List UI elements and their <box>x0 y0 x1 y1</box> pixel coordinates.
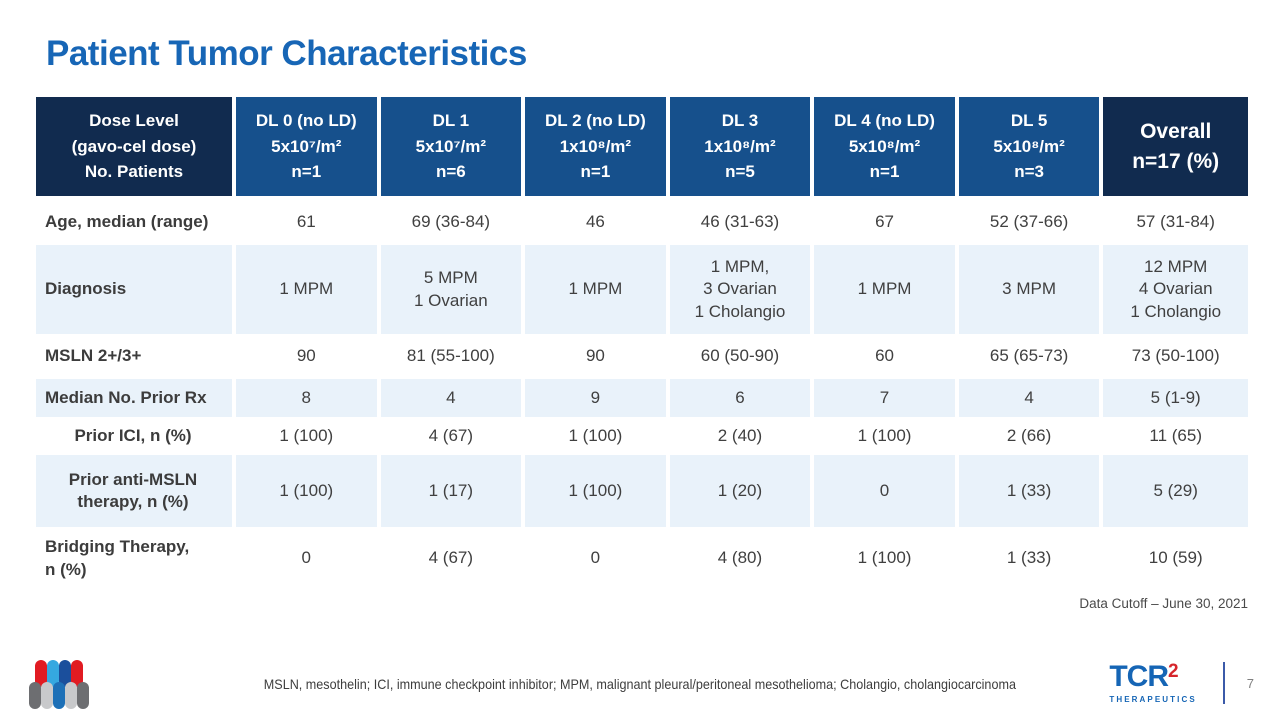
logo-pill-icon <box>77 682 89 709</box>
column-header: DL 5 5x10⁸/m² n=3 <box>958 97 1104 199</box>
data-cell: 46 (31-63) <box>669 199 815 245</box>
data-cell: 65 (65-73) <box>958 334 1104 379</box>
tcr2-logo: TCR2 THERAPEUTICS <box>1109 660 1197 705</box>
data-cell: 0 <box>814 455 959 527</box>
logo-pill-icon <box>65 682 77 709</box>
table-row: MSLN 2+/3+ 90 81 (55-100) 90 60 (50-90) 60 65 … <box>36 334 1248 379</box>
column-header: DL 0 (no LD) 5x10⁷/m² n=1 <box>236 97 381 199</box>
table-row: Prior anti-MSLN therapy, n (%) 1 (100) 1 (… <box>36 455 1248 527</box>
data-cell: 3 MPM <box>958 245 1104 334</box>
row-label: Prior ICI, n (%) <box>36 417 236 455</box>
data-cell: 4 (80) <box>669 527 815 590</box>
company-pill-logo-icon <box>28 658 92 714</box>
table-row: Bridging Therapy, n (%) 0 4 (67) 0 4 (80) 1 (… <box>36 527 1248 590</box>
data-cell: 12 MPM 4 Ovarian 1 Cholangio <box>1103 245 1248 334</box>
data-cell: 69 (36-84) <box>380 199 526 245</box>
brand-bar: TCR2 THERAPEUTICS 7 <box>1109 662 1254 704</box>
data-cell: 52 (37-66) <box>958 199 1104 245</box>
column-header: Dose Level (gavo-cel dose) No. Patients <box>36 97 236 199</box>
data-cell: 1 MPM <box>814 245 959 334</box>
data-cell: 90 <box>236 334 381 379</box>
data-cell: 1 MPM <box>525 245 670 334</box>
data-cell: 46 <box>525 199 670 245</box>
data-cell: 2 (40) <box>669 417 815 455</box>
data-cell: 5 (29) <box>1103 455 1248 527</box>
page-title: Patient Tumor Characteristics <box>46 34 527 73</box>
data-cell: 1 MPM <box>236 245 381 334</box>
row-label: Age, median (range) <box>36 199 236 245</box>
column-header: DL 1 5x10⁷/m² n=6 <box>380 97 526 199</box>
column-header: DL 4 (no LD) 5x10⁸/m² n=1 <box>814 97 959 199</box>
data-cell: 1 MPM, 3 Ovarian 1 Cholangio <box>669 245 815 334</box>
data-cell: 2 (66) <box>958 417 1104 455</box>
data-cell: 67 <box>814 199 959 245</box>
data-cell: 6 <box>669 379 815 417</box>
data-cell: 8 <box>236 379 381 417</box>
data-cutoff-note: Data Cutoff – June 30, 2021 <box>1079 596 1248 611</box>
data-cell: 57 (31-84) <box>1103 199 1248 245</box>
data-cell: 61 <box>236 199 381 245</box>
data-cell: 81 (55-100) <box>380 334 526 379</box>
page-number: 7 <box>1246 675 1254 691</box>
logo-pill-icon <box>71 660 83 687</box>
table-row: Median No. Prior Rx 8 4 9 6 7 4 5 (1-9) <box>36 379 1248 417</box>
logo-pill-icon <box>53 682 65 709</box>
header-row: Dose Level (gavo-cel dose) No. Patients DL … <box>36 97 1248 199</box>
data-cell: 1 (33) <box>958 455 1104 527</box>
data-cell: 4 (67) <box>380 417 526 455</box>
row-label: Prior anti-MSLN therapy, n (%) <box>36 455 236 527</box>
row-label: Diagnosis <box>36 245 236 334</box>
data-cell: 0 <box>236 527 381 590</box>
tcr2-logo-subtext: THERAPEUTICS <box>1109 695 1197 704</box>
data-cell: 5 (1-9) <box>1103 379 1248 417</box>
table-row: Age, median (range) 61 69 (36-84) 46 46 (31-… <box>36 199 1248 245</box>
logo-pill-icon <box>35 660 47 687</box>
data-cell: 1 (20) <box>669 455 815 527</box>
data-cell: 4 (67) <box>380 527 526 590</box>
data-cell: 1 (100) <box>814 417 959 455</box>
footnote-container: MSLN, mesothelin; ICI, immune checkpoint… <box>0 676 1280 694</box>
data-cell: 1 (17) <box>380 455 526 527</box>
table-body: Age, median (range) 61 69 (36-84) 46 46 (31-… <box>36 199 1248 590</box>
logo-pill-icon <box>29 682 41 709</box>
tcr2-logo-superscript: 2 <box>1167 661 1179 682</box>
data-cell: 90 <box>525 334 670 379</box>
data-cell: 60 (50-90) <box>669 334 815 379</box>
table-row: Diagnosis 1 MPM 5 MPM 1 Ovarian 1 MPM 1 MPM,… <box>36 245 1248 334</box>
data-cell: 60 <box>814 334 959 379</box>
data-cell: 1 (100) <box>236 417 381 455</box>
row-label: Median No. Prior Rx <box>36 379 236 417</box>
footer-divider <box>1222 662 1225 704</box>
data-cell: 1 (100) <box>814 527 959 590</box>
row-label: MSLN 2+/3+ <box>36 334 236 379</box>
data-cell: 4 <box>958 379 1104 417</box>
row-label: Bridging Therapy, n (%) <box>36 527 236 590</box>
abbreviations-footnote: MSLN, mesothelin; ICI, immune checkpoint… <box>263 676 1017 692</box>
data-cell: 73 (50-100) <box>1103 334 1248 379</box>
data-cell: 4 <box>380 379 526 417</box>
data-cell: 9 <box>525 379 670 417</box>
data-cell: 1 (33) <box>958 527 1104 590</box>
column-header: DL 2 (no LD) 1x10⁸/m² n=1 <box>525 97 670 199</box>
column-header: Overall n=17 (%) <box>1103 97 1248 199</box>
tcr2-logo-text: TCR2 <box>1109 660 1179 693</box>
data-cell: 0 <box>525 527 670 590</box>
data-cell: 7 <box>814 379 959 417</box>
logo-pill-icon <box>41 682 53 709</box>
data-cell: 11 (65) <box>1103 417 1248 455</box>
data-cell: 1 (100) <box>236 455 381 527</box>
logo-pill-icon <box>47 660 59 687</box>
table-row: Prior ICI, n (%) 1 (100) 4 (67) 1 (100) 2 (4… <box>36 417 1248 455</box>
data-cell: 10 (59) <box>1103 527 1248 590</box>
characteristics-table: Dose Level (gavo-cel dose) No. Patients DL … <box>36 97 1248 590</box>
logo-pill-icon <box>59 660 71 687</box>
column-header: DL 3 1x10⁸/m² n=5 <box>669 97 815 199</box>
data-cell: 5 MPM 1 Ovarian <box>380 245 526 334</box>
data-cell: 1 (100) <box>525 455 670 527</box>
data-cell: 1 (100) <box>525 417 670 455</box>
